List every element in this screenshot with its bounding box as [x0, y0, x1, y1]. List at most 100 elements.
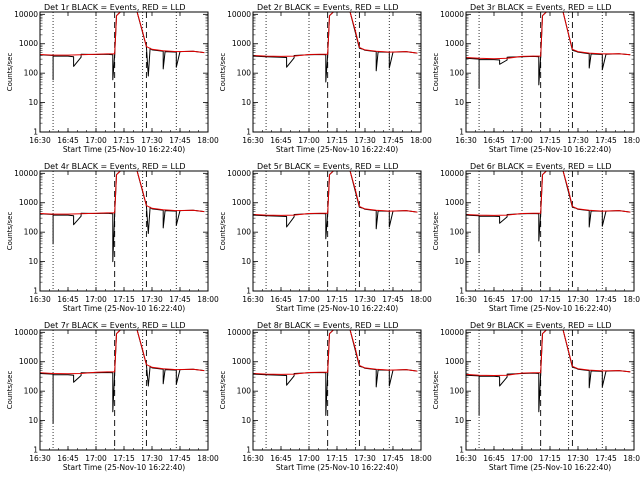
y-tick-label: 100: [450, 387, 465, 396]
x-tick-label: 17:45: [595, 454, 617, 463]
series-group: [253, 330, 418, 416]
lld-series-line: [40, 330, 205, 375]
events-series-line: [40, 330, 205, 424]
chart-title: Det 4r BLACK = Events, RED = LLD: [44, 162, 186, 171]
plot-frame: [465, 329, 635, 451]
events-series-line: [466, 171, 631, 254]
x-tick-label: 17:45: [595, 295, 617, 304]
y-tick-label: 1000: [19, 39, 38, 48]
x-tick-label: 17:30: [567, 295, 589, 304]
y-tick-label: 1: [33, 446, 38, 455]
x-tick-label: 16:45: [57, 295, 79, 304]
x-tick-label: 17:30: [141, 454, 163, 463]
y-tick-label: 10000: [14, 10, 38, 19]
events-series-line: [466, 12, 631, 89]
x-tick-label: 17:45: [382, 454, 404, 463]
x-tick-label: 16:30: [29, 136, 51, 145]
plot-frame: [252, 329, 422, 451]
y-tick-label: 100: [237, 69, 252, 78]
x-tick-label: 17:15: [539, 136, 561, 145]
chart-panel: 16:30 16:45 17:00 17:15 17:30 17:45 18:00 1 10 10…: [219, 321, 432, 472]
events-series-line: [253, 12, 418, 83]
chart-panel: 16:30 16:45 17:00 17:15 17:30 17:45 18:00 1 10 10…: [6, 162, 219, 313]
x-axis-label: Start Time (25-Nov-10 16:22:40): [276, 304, 398, 313]
x-tick-label: 16:30: [29, 295, 51, 304]
series-group: [40, 12, 205, 81]
plot-frame: [465, 11, 635, 133]
y-tick-label: 100: [24, 387, 39, 396]
series-group: [466, 330, 631, 416]
y-tick-label: 100: [450, 228, 465, 237]
y-tick-label: 100: [237, 228, 252, 237]
series-group: [253, 171, 418, 240]
chart-panel: 16:30 16:45 17:00 17:15 17:30 17:45 18:00 1 10 10…: [432, 321, 640, 472]
x-tick-label: 16:45: [270, 136, 292, 145]
x-tick-label: 16:45: [483, 454, 505, 463]
x-tick-label: 17:45: [595, 136, 617, 145]
lld-series-line: [466, 330, 631, 376]
y-tick-label: 1000: [19, 357, 38, 366]
x-tick-label: 17:45: [382, 295, 404, 304]
events-series-line: [253, 330, 418, 416]
chart-panel: 16:30 16:45 17:00 17:15 17:30 17:45 18:00 1 10 10…: [219, 3, 432, 154]
series-group: [253, 12, 418, 83]
y-tick-label: 1000: [232, 198, 251, 207]
series-group: [40, 330, 205, 424]
y-tick-label: 10: [28, 257, 38, 266]
y-tick-label: 1: [246, 287, 251, 296]
x-tick-label: 17:15: [113, 295, 135, 304]
x-tick-label: 18:00: [623, 295, 640, 304]
x-tick-label: 18:00: [410, 295, 432, 304]
x-tick-label: 17:00: [511, 454, 533, 463]
y-axis-label: Counts/sec: [432, 212, 440, 251]
series-group: [40, 171, 205, 263]
y-tick-label: 10: [241, 98, 251, 107]
y-tick-label: 100: [24, 69, 39, 78]
plot-frame: [39, 329, 209, 451]
y-tick-label: 1: [459, 128, 464, 137]
x-tick-label: 17:15: [113, 454, 135, 463]
events-series-line: [466, 330, 631, 416]
y-tick-label: 1000: [232, 39, 251, 48]
x-tick-label: 17:00: [298, 136, 320, 145]
x-axis-label: Start Time (25-Nov-10 16:22:40): [276, 463, 398, 472]
lld-series-line: [466, 171, 631, 216]
x-axis-label: Start Time (25-Nov-10 16:22:40): [63, 463, 185, 472]
y-tick-label: 1000: [232, 357, 251, 366]
x-tick-label: 16:30: [455, 454, 477, 463]
events-series-line: [253, 171, 418, 240]
x-tick-label: 18:00: [410, 454, 432, 463]
y-tick-label: 10: [454, 98, 464, 107]
x-axis-label: Start Time (25-Nov-10 16:22:40): [489, 304, 611, 313]
lld-series-line: [40, 171, 205, 215]
y-axis-label: Counts/sec: [219, 371, 227, 410]
series-group: [466, 171, 631, 254]
y-tick-label: 10000: [227, 328, 251, 337]
y-tick-label: 10000: [440, 328, 464, 337]
y-axis-label: Counts/sec: [219, 53, 227, 92]
x-tick-label: 17:00: [298, 295, 320, 304]
y-tick-label: 1000: [445, 39, 464, 48]
x-tick-label: 16:30: [242, 454, 264, 463]
x-tick-label: 18:00: [410, 136, 432, 145]
y-tick-label: 10000: [14, 169, 38, 178]
x-tick-label: 17:30: [354, 136, 376, 145]
y-axis-label: Counts/sec: [6, 53, 14, 92]
y-tick-label: 100: [237, 387, 252, 396]
chart-title: Det 6r BLACK = Events, RED = LLD: [470, 162, 612, 171]
y-tick-label: 10: [241, 416, 251, 425]
plot-frame: [39, 11, 209, 133]
chart-title: Det 8r BLACK = Events, RED = LLD: [257, 321, 399, 330]
y-axis-label: Counts/sec: [6, 212, 14, 251]
x-tick-label: 16:30: [242, 295, 264, 304]
lld-series-line: [466, 12, 631, 60]
y-tick-label: 10000: [440, 10, 464, 19]
chart-title: Det 3r BLACK = Events, RED = LLD: [470, 3, 612, 12]
x-tick-label: 17:15: [113, 136, 135, 145]
x-tick-label: 16:45: [483, 295, 505, 304]
y-tick-label: 10000: [227, 169, 251, 178]
x-tick-label: 16:30: [455, 136, 477, 145]
y-tick-label: 1: [33, 128, 38, 137]
y-tick-label: 1: [246, 128, 251, 137]
